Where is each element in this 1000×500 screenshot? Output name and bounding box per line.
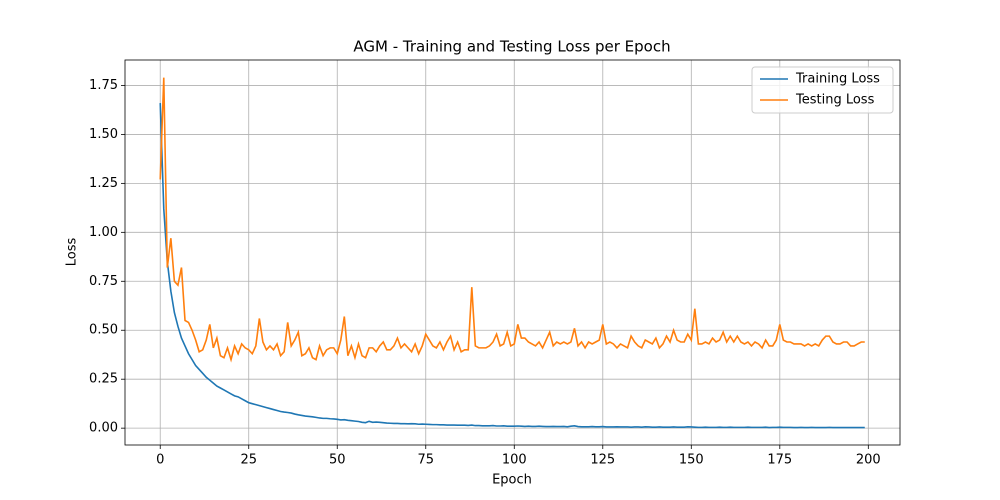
x-tick-label: 75 [417,453,434,468]
plot-frame [124,59,901,446]
x-tick-label: 0 [156,453,164,468]
y-tick-label: 0.25 [89,372,118,387]
x-tick-label: 150 [679,453,704,468]
y-tick-label: 0.50 [89,323,118,338]
x-tick-label: 175 [767,453,792,468]
x-tick-label: 25 [240,453,257,468]
y-tick-label: 1.00 [89,225,118,240]
y-tick-label: 1.75 [89,78,118,93]
y-tick-label: 0.75 [89,274,118,289]
chart-title: AGM - Training and Testing Loss per Epoc… [353,38,670,56]
x-tick-label: 125 [590,453,615,468]
legend-label: Testing Loss [795,93,875,108]
line-series [159,77,865,363]
y-tick-label: 1.50 [89,127,118,142]
x-tick-label: 100 [502,453,527,468]
y-axis-label: Loss [65,238,80,267]
x-axis-label: Epoch [492,473,532,488]
y-tick-label: 1.25 [89,176,118,191]
x-tick-label: 50 [329,453,346,468]
legend-label: Training Loss [795,72,880,87]
line-series [159,103,865,429]
y-tick-label: 0.00 [89,421,118,436]
x-tick-label: 200 [856,453,881,468]
